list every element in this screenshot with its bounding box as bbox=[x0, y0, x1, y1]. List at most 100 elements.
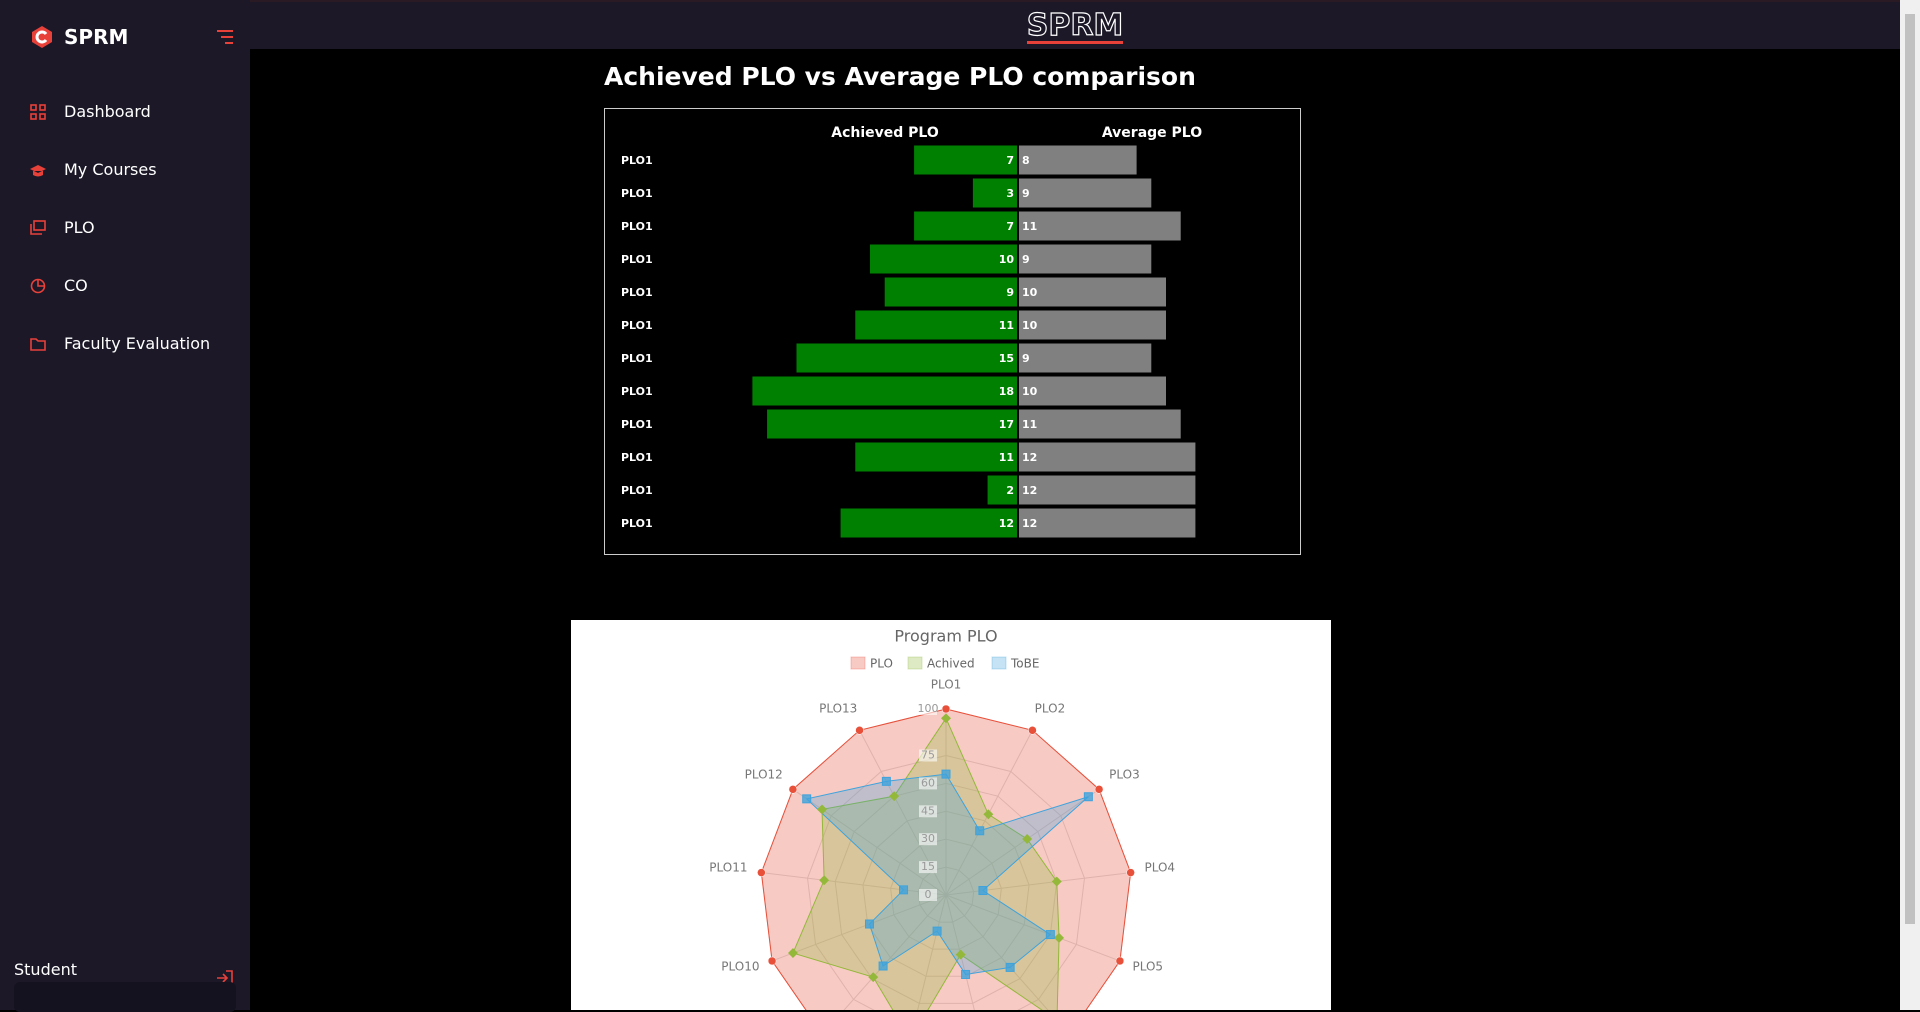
radar-point bbox=[941, 713, 951, 724]
category-label: PLO1 bbox=[621, 187, 653, 200]
bar bbox=[1019, 409, 1181, 439]
category-label: PLO1 bbox=[621, 319, 653, 332]
value-label: 8 bbox=[1022, 154, 1030, 167]
user-role: Student bbox=[14, 960, 77, 979]
scrollbar[interactable] bbox=[1900, 0, 1920, 1010]
r-tick-label: 100 bbox=[918, 702, 939, 715]
spoke bbox=[792, 788, 947, 896]
courses-icon bbox=[30, 165, 46, 177]
bar bbox=[1019, 442, 1196, 472]
tick-label-bg bbox=[919, 777, 937, 790]
radar-area bbox=[805, 773, 1089, 976]
bar bbox=[914, 211, 1017, 241]
plo-icon bbox=[30, 220, 46, 235]
nav-item[interactable]: Dashboard bbox=[64, 102, 151, 121]
axis-label: PLO2 bbox=[1035, 701, 1066, 715]
radar-point bbox=[978, 886, 988, 896]
nav-item[interactable]: PLO bbox=[64, 218, 95, 237]
bar bbox=[1019, 178, 1152, 208]
grid-ring bbox=[807, 754, 1085, 1010]
chart-title: Program PLO bbox=[894, 627, 997, 646]
category-label: PLO1 bbox=[621, 517, 653, 530]
value-label: 12 bbox=[999, 517, 1014, 530]
value-label: 10 bbox=[1022, 385, 1038, 398]
grid-ring bbox=[917, 866, 975, 923]
value-label: 12 bbox=[1022, 484, 1037, 497]
spoke bbox=[945, 872, 1131, 896]
value-label: 12 bbox=[1022, 517, 1037, 530]
radar-point bbox=[855, 726, 864, 735]
bar bbox=[870, 244, 1017, 274]
category-label: PLO1 bbox=[621, 352, 653, 365]
spoke bbox=[761, 872, 947, 896]
bar bbox=[855, 442, 1017, 472]
bar bbox=[914, 145, 1017, 175]
chart-title: Achieved PLO vs Average PLO comparison bbox=[604, 62, 1196, 91]
bar bbox=[1019, 310, 1166, 340]
radar-point bbox=[1083, 792, 1093, 802]
value-label: 17 bbox=[999, 418, 1014, 431]
spoke bbox=[945, 788, 1100, 896]
r-tick-label: 30 bbox=[921, 832, 935, 845]
radar-point bbox=[1051, 876, 1062, 887]
radar-point bbox=[941, 769, 951, 779]
category-label: PLO1 bbox=[621, 451, 653, 464]
radar-point bbox=[802, 794, 812, 804]
radar-point bbox=[955, 949, 966, 960]
axis-label: PLO1 bbox=[931, 678, 962, 692]
radar-point bbox=[899, 885, 909, 895]
value-label: 11 bbox=[999, 319, 1014, 332]
axis-label: PLO3 bbox=[1109, 767, 1140, 781]
radar-point bbox=[1005, 962, 1015, 972]
legend-swatch bbox=[991, 656, 1007, 670]
radar-point bbox=[932, 926, 942, 936]
value-label: 10 bbox=[999, 253, 1015, 266]
value-label: 10 bbox=[1022, 286, 1038, 299]
app-title-text: SPRM bbox=[1026, 8, 1124, 44]
menu-toggle[interactable] bbox=[216, 29, 234, 45]
tick-label-bg bbox=[919, 889, 937, 901]
spoke bbox=[771, 894, 947, 962]
radar-point bbox=[1028, 726, 1037, 735]
value-label: 18 bbox=[999, 385, 1014, 398]
radar-point bbox=[819, 875, 830, 886]
value-label: 9 bbox=[1022, 253, 1030, 266]
axis-label: PLO4 bbox=[1144, 860, 1175, 874]
bar bbox=[972, 178, 1017, 208]
nav-item[interactable]: My Courses bbox=[64, 160, 157, 179]
nav-item[interactable]: Faculty Evaluation bbox=[64, 334, 211, 353]
r-tick-label: 45 bbox=[921, 804, 935, 817]
radar-panel bbox=[571, 620, 1331, 1010]
tick-label-bg bbox=[919, 833, 937, 846]
value-label: 9 bbox=[1022, 187, 1030, 200]
bar bbox=[884, 277, 1017, 307]
legend-label: ToBE bbox=[1010, 657, 1039, 671]
scroll-thumb[interactable] bbox=[1905, 14, 1915, 924]
radar-point bbox=[767, 956, 777, 966]
r-tick-label: 0 bbox=[925, 888, 932, 901]
spoke bbox=[945, 894, 1121, 962]
radar-point bbox=[1045, 930, 1055, 940]
radar-point bbox=[788, 948, 798, 958]
radar-point bbox=[1054, 932, 1064, 943]
tick-label-bg bbox=[919, 749, 937, 762]
nav-item[interactable]: CO bbox=[64, 276, 88, 295]
r-tick-label: 15 bbox=[921, 860, 935, 873]
tick-label-bg bbox=[919, 805, 937, 818]
co-icon bbox=[30, 278, 46, 294]
radar-point bbox=[864, 919, 874, 929]
bar bbox=[1019, 145, 1137, 175]
category-label: PLO1 bbox=[621, 220, 653, 233]
legend-label: PLO bbox=[870, 657, 893, 671]
bar bbox=[840, 508, 1017, 538]
bar bbox=[1019, 244, 1152, 274]
category-label: PLO1 bbox=[621, 154, 653, 167]
category-label: PLO1 bbox=[621, 484, 653, 497]
axis-label: PLO11 bbox=[709, 860, 747, 874]
value-label: 11 bbox=[1022, 220, 1037, 233]
value-label: 10 bbox=[1022, 319, 1038, 332]
radar-point bbox=[1022, 834, 1033, 844]
category-label: PLO1 bbox=[621, 385, 653, 398]
